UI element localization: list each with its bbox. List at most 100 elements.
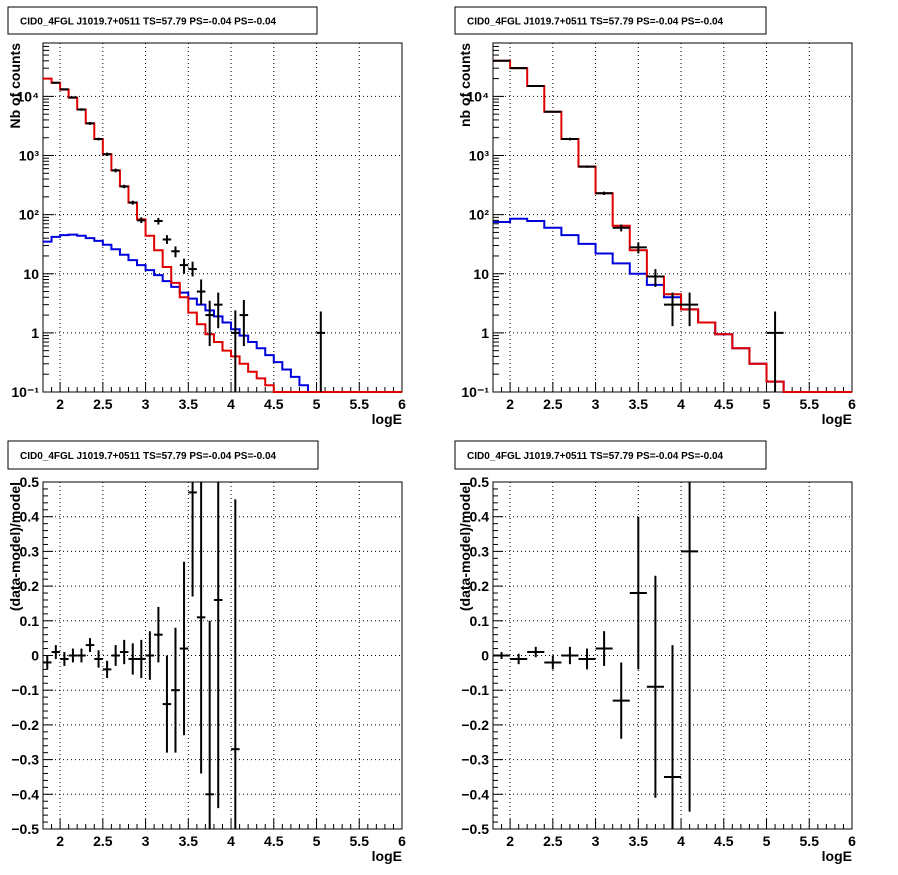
data-point — [111, 645, 120, 666]
x-tick-label: 5.5 — [800, 833, 820, 849]
panel-residuals-right: CID0_4FGL J1019.7+0511 TS=57.79 PS=-0.04… — [454, 440, 856, 864]
x-tick-label: 2.5 — [543, 396, 563, 412]
data-points — [51, 81, 326, 392]
y-tick-label: −0.4 — [11, 786, 39, 802]
x-tick-label: 3.5 — [179, 833, 199, 849]
y-tick-label: 1 — [31, 325, 39, 341]
y-tick-label: 10⁻¹ — [461, 384, 489, 400]
data-point — [171, 627, 180, 753]
data-point — [137, 639, 146, 679]
data-points — [493, 59, 784, 392]
y-tick-label: 0 — [31, 648, 39, 664]
chart-title: CID0_4FGL J1019.7+0511 TS=57.79 PS=-0.04… — [467, 451, 724, 462]
x-tick-label: 4.5 — [714, 833, 734, 849]
title-frame — [454, 440, 767, 470]
data-point — [102, 660, 112, 679]
y-tick-label: 0.4 — [20, 509, 40, 525]
data-point — [128, 643, 138, 675]
data-point — [179, 561, 189, 736]
data-point — [171, 246, 180, 258]
data-point — [766, 311, 784, 392]
x-axis-label: logE — [372, 848, 402, 864]
data-point — [51, 81, 61, 84]
tick-labels: 2 2.5 3 3.5 4 4.5 5 5.5 6 10⁻¹ 1 10 10² 10³ 10⁴ — [461, 88, 856, 412]
data-point — [68, 96, 78, 99]
data-point — [60, 652, 69, 666]
y-tick-label: 0.2 — [20, 578, 40, 594]
y-tick-label: −0.4 — [461, 786, 489, 802]
data-point — [205, 300, 214, 346]
x-tick-label: 2.5 — [543, 833, 563, 849]
y-tick-label: 0.2 — [470, 578, 490, 594]
x-tick-label: 2 — [506, 396, 514, 412]
chart-title: CID0_4FGL J1019.7+0511 TS=57.79 PS=-0.04… — [20, 17, 277, 28]
y-tick-label: −0.1 — [461, 682, 489, 698]
x-tick-label: 3.5 — [629, 396, 649, 412]
y-tick-label: 10³ — [469, 148, 490, 164]
data-point — [188, 261, 197, 277]
x-tick-label: 6 — [398, 396, 406, 412]
data-point — [510, 653, 528, 665]
data-point — [544, 655, 562, 670]
y-tick-label: 0.5 — [20, 474, 40, 490]
data-point — [493, 652, 511, 659]
data-point — [60, 88, 69, 91]
data-point — [205, 620, 214, 829]
y-tick-label: −0.1 — [11, 682, 39, 698]
y-tick-label: 0.1 — [470, 613, 490, 629]
data-point — [162, 235, 172, 244]
y-tick-label: 0.5 — [470, 474, 490, 490]
y-tick-label: 10 — [473, 266, 489, 282]
data-point — [493, 59, 511, 62]
data-point — [179, 258, 189, 274]
y-axis-label: nb of counts — [457, 43, 473, 127]
y-tick-label: 10 — [23, 266, 39, 282]
data-point — [578, 648, 596, 670]
data-point — [145, 631, 155, 680]
x-tick-label: 5.5 — [350, 396, 370, 412]
x-tick-label: 2.5 — [93, 833, 113, 849]
y-tick-label: 10⁻¹ — [11, 384, 39, 400]
x-tick-label: 4 — [227, 396, 235, 412]
data-point — [646, 269, 664, 287]
data-point — [612, 662, 630, 739]
y-tick-label: 10² — [469, 207, 490, 223]
data-point — [612, 224, 630, 232]
panel-counts-left: CID0_4FGL J1019.7+0511 TS=57.79 PS=-0.04… — [7, 6, 406, 427]
x-axis-label: logE — [822, 848, 852, 864]
x-tick-label: 5.5 — [350, 833, 370, 849]
tick-labels: 2 2.5 3 3.5 4 4.5 5 5.5 6 10⁻¹ 1 10 10² 10³ 10⁴ — [11, 88, 406, 412]
y-tick-label: −0.3 — [461, 752, 489, 768]
ticks — [492, 42, 853, 393]
data-point — [629, 242, 647, 254]
data-point — [213, 292, 223, 329]
y-tick-label: −0.3 — [11, 752, 39, 768]
series-total-step — [43, 77, 402, 393]
data-point — [162, 655, 172, 753]
data-point — [595, 631, 613, 666]
x-tick-label: 5 — [313, 833, 321, 849]
y-tick-label: 0.4 — [470, 509, 490, 525]
x-tick-label: 5 — [763, 833, 771, 849]
title-frame — [454, 6, 767, 35]
y-tick-label: −0.2 — [11, 717, 39, 733]
x-tick-label: 4 — [677, 396, 685, 412]
y-tick-label: 0 — [481, 648, 489, 664]
chart-title: CID0_4FGL J1019.7+0511 TS=57.79 PS=-0.04… — [20, 451, 277, 462]
data-point — [137, 217, 146, 224]
data-point — [544, 110, 562, 113]
data-point — [51, 645, 61, 659]
x-tick-label: 3.5 — [629, 833, 649, 849]
y-tick-label: 0.3 — [470, 543, 490, 559]
data-point — [154, 606, 163, 663]
y-tick-label: 10² — [19, 207, 40, 223]
x-tick-label: 3 — [142, 833, 150, 849]
data-point — [527, 646, 545, 658]
plot-frame — [42, 42, 403, 393]
data-point — [231, 499, 240, 829]
data-point — [595, 191, 613, 195]
ticks — [42, 481, 403, 830]
data-point — [578, 165, 596, 168]
data-point — [94, 650, 103, 668]
